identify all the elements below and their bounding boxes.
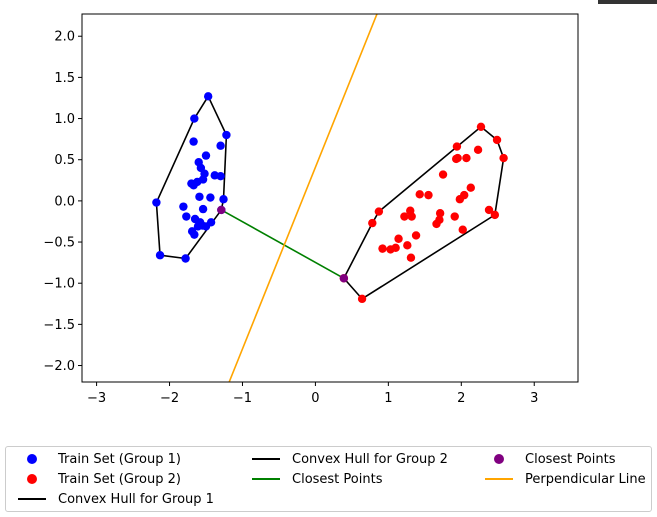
data-point-train-set-group-1	[195, 192, 204, 201]
chart: −3 −2 −1 0 1 2 3 2.0 1.5 1.0 0.5 0.0 −0.5 −1.0 −1.5 −2.…	[43, 13, 579, 406]
data-point-train-set-group-2	[407, 212, 416, 221]
axes: −3 −2 −1 0 1 2 3 2.0 1.5 1.0 0.5 0.0 −0.5 −1.0 −1.5 −2.…	[43, 30, 538, 406]
y-tick-label: 1.0	[54, 112, 75, 127]
data-point-train-set-group-1	[222, 130, 231, 140]
data-point-train-set-group-2	[490, 210, 500, 220]
y-tick-label: −2.0	[43, 359, 75, 374]
y-tick-label: −1.5	[43, 318, 75, 333]
legend: Train Set (Group 1) Train Set (Group 2) …	[5, 446, 652, 512]
plot-area	[152, 14, 508, 382]
x-tick-label: −1	[233, 391, 252, 406]
data-point-train-set-group-2	[424, 190, 433, 200]
x-tick-label: 1	[384, 391, 392, 406]
data-point-train-set-group-1	[190, 230, 199, 239]
data-point-train-set-group-1	[198, 204, 208, 214]
data-point-train-set-group-2	[476, 122, 486, 131]
data-point-train-set-group-2	[357, 294, 367, 304]
data-point-train-set-group-2	[394, 234, 403, 243]
data-point-train-set-group-2	[435, 209, 445, 218]
data-point-train-set-group-2	[450, 212, 459, 221]
legend-marker-line	[248, 450, 284, 468]
data-point-train-set-group-1	[189, 181, 198, 190]
plot-frame	[81, 13, 579, 383]
data-point-train-set-group-2	[453, 153, 462, 163]
legend-item-closest-points-line: Closest Points	[248, 470, 382, 488]
data-point-train-set-group-2	[435, 215, 444, 225]
data-point-train-set-group-1	[152, 198, 161, 207]
x-tick-label: −2	[160, 391, 179, 406]
data-point-train-set-group-1	[203, 92, 213, 101]
data-point-train-set-group-2	[499, 153, 508, 163]
y-tick-label: −0.5	[43, 236, 75, 251]
legend-item-hull-group-1: Convex Hull for Group 1	[14, 490, 214, 508]
data-point-train-set-group-1	[182, 212, 191, 221]
data-point-closest-points	[217, 205, 226, 215]
data-point-train-set-group-1	[216, 141, 225, 150]
x-tick-label: 2	[457, 391, 465, 406]
data-point-train-set-group-1	[201, 151, 211, 160]
x-tick-label: 3	[530, 391, 538, 406]
y-tick-label: 0.5	[54, 153, 75, 168]
data-point-train-set-group-2	[406, 253, 416, 262]
data-point-train-set-group-2	[400, 212, 409, 221]
legend-marker-dot	[481, 450, 517, 468]
x-tick-label: 0	[311, 391, 319, 406]
legend-marker-dot	[14, 450, 50, 468]
legend-label: Train Set (Group 1)	[58, 451, 181, 467]
legend-marker-line	[248, 470, 284, 488]
y-tick-label: 0.0	[54, 194, 75, 209]
data-point-closest-points	[339, 274, 349, 283]
data-point-train-set-group-1	[190, 114, 199, 123]
legend-item-perpendicular-line: Perpendicular Line	[481, 470, 646, 488]
data-point-train-set-group-2	[458, 225, 467, 234]
data-point-train-set-group-2	[462, 153, 471, 163]
data-point-train-set-group-2	[452, 142, 462, 151]
data-point-train-set-group-2	[466, 183, 475, 192]
data-point-train-set-group-2	[378, 244, 387, 253]
data-point-train-set-group-1	[206, 193, 215, 202]
legend-label: Closest Points	[292, 471, 383, 487]
legend-marker-dot	[14, 470, 50, 488]
data-point-train-set-group-1	[219, 195, 228, 204]
legend-label: Perpendicular Line	[525, 471, 646, 487]
data-point-train-set-group-1	[193, 222, 203, 231]
data-point-train-set-group-2	[415, 190, 424, 199]
data-point-train-set-group-2	[368, 218, 377, 228]
legend-label: Train Set (Group 2)	[58, 471, 181, 487]
data-point-train-set-group-2	[391, 243, 400, 253]
legend-item-hull-group-2: Convex Hull for Group 2	[248, 450, 448, 468]
data-point-train-set-group-2	[411, 231, 421, 240]
y-tick-label: 1.5	[54, 71, 75, 86]
window-corner-bar	[598, 0, 657, 4]
data-point-train-set-group-1	[155, 251, 165, 260]
legend-item-train-group-1: Train Set (Group 1)	[14, 450, 181, 468]
data-point-train-set-group-2	[438, 170, 448, 179]
data-point-train-set-group-2	[473, 145, 483, 155]
data-point-train-set-group-2	[374, 207, 384, 216]
y-tick-label: 2.0	[54, 30, 75, 45]
y-tick-label: −1.0	[43, 277, 75, 292]
data-point-train-set-group-2	[460, 190, 469, 200]
data-point-train-set-group-2	[403, 241, 412, 250]
series-line-closest-points	[220, 209, 345, 279]
legend-marker-line	[14, 490, 50, 508]
series-line-perpendicular-line	[228, 14, 378, 382]
legend-marker-line	[481, 470, 517, 488]
legend-label: Convex Hull for Group 2	[292, 451, 448, 467]
legend-item-closest-points-marker: Closest Points	[481, 450, 615, 468]
data-point-train-set-group-1	[181, 254, 190, 263]
legend-item-train-group-2: Train Set (Group 2)	[14, 470, 181, 488]
data-point-train-set-group-1	[189, 137, 198, 146]
data-point-train-set-group-1	[216, 171, 225, 181]
legend-label: Closest Points	[525, 451, 616, 467]
data-point-train-set-group-2	[492, 135, 502, 145]
x-tick-label: −3	[87, 391, 106, 406]
legend-label: Convex Hull for Group 1	[58, 491, 214, 507]
data-point-train-set-group-2	[484, 205, 494, 215]
data-point-train-set-group-1	[201, 222, 211, 231]
data-point-train-set-group-1	[179, 202, 188, 211]
